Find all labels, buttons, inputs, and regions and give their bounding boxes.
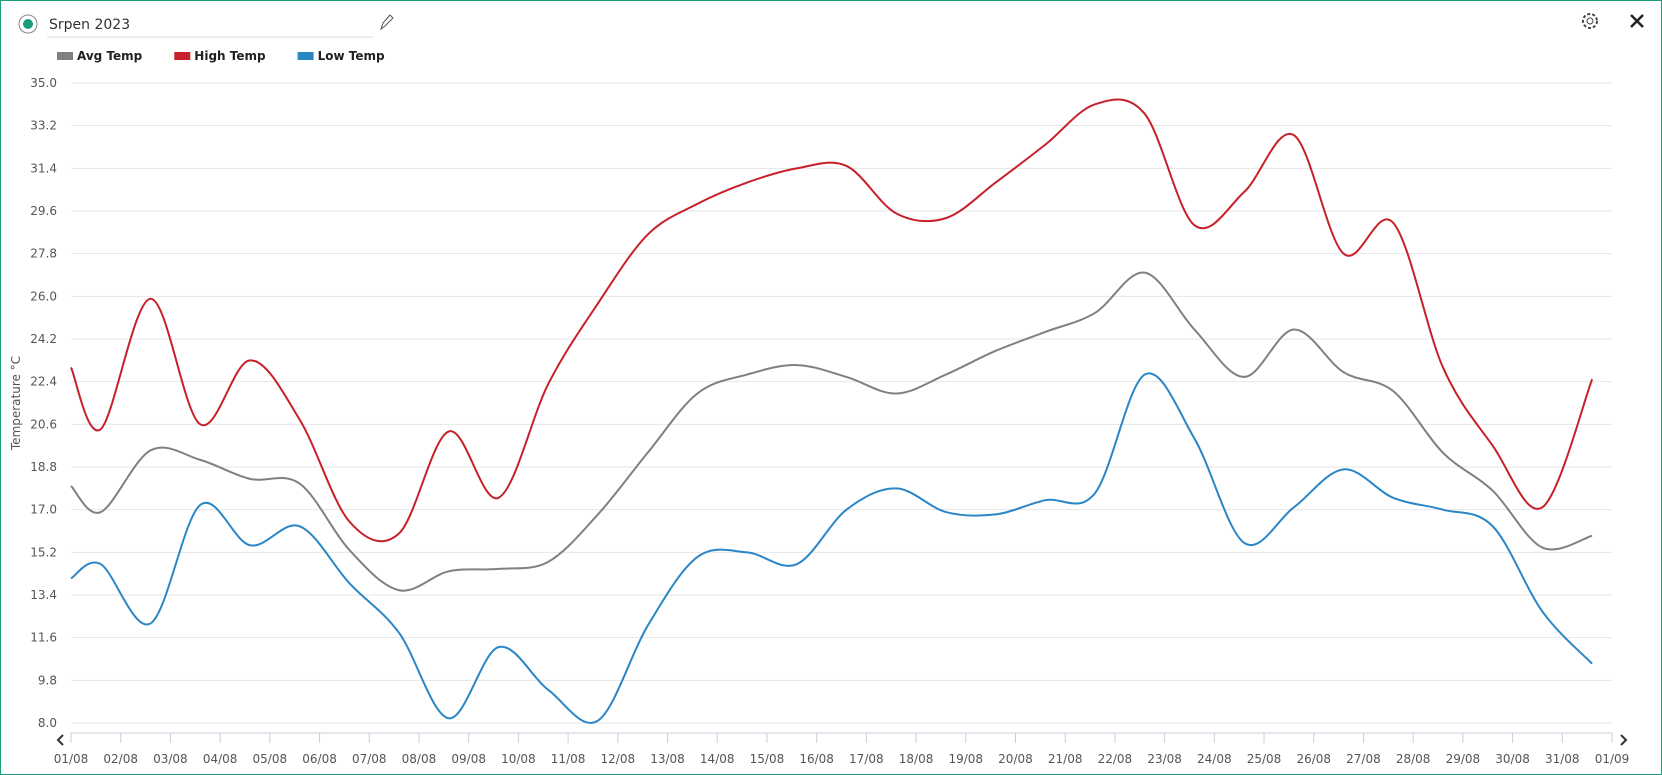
legend-swatch	[57, 52, 73, 60]
x-tick-label: 17/08	[849, 752, 884, 766]
x-tick-label: 16/08	[799, 752, 834, 766]
status-ring	[18, 14, 38, 34]
x-tick-label: 24/08	[1197, 752, 1232, 766]
x-tick-label: 21/08	[1048, 752, 1083, 766]
x-tick-label: 09/08	[451, 752, 486, 766]
x-tick-label: 25/08	[1247, 752, 1282, 766]
x-tick-label: 01/09	[1595, 752, 1630, 766]
x-tick-label: 29/08	[1446, 752, 1481, 766]
x-tick-label: 20/08	[998, 752, 1033, 766]
line-series	[70, 372, 1593, 724]
x-tick-label: 13/08	[650, 752, 685, 766]
x-tick-label: 03/08	[153, 752, 188, 766]
y-axis-label: Temperature °C	[9, 356, 23, 451]
next-arrow[interactable]	[1620, 734, 1628, 746]
settings-icon[interactable]	[1582, 13, 1598, 29]
legend-label[interactable]: Avg Temp	[77, 49, 143, 63]
legend-label[interactable]: High Temp	[194, 49, 266, 63]
x-tick-label: 12/08	[601, 752, 636, 766]
x-tick-label: 27/08	[1346, 752, 1381, 766]
y-tick-label: 8.0	[38, 716, 57, 730]
x-tick-label: 07/08	[352, 752, 387, 766]
x-tick-label: 30/08	[1495, 752, 1530, 766]
x-tick-label: 14/08	[700, 752, 735, 766]
legend-label[interactable]: Low Temp	[318, 49, 385, 63]
edit-icon[interactable]	[380, 14, 394, 31]
x-tick-label: 10/08	[501, 752, 536, 766]
x-tick-label: 26/08	[1296, 752, 1331, 766]
x-tick-label: 22/08	[1098, 752, 1133, 766]
x-tick-label: 28/08	[1396, 752, 1431, 766]
status-dot	[23, 19, 33, 29]
settings-icon-center	[1586, 17, 1594, 25]
y-tick-label: 26.0	[30, 289, 57, 303]
y-tick-label: 29.6	[30, 204, 57, 218]
y-tick-label: 18.8	[30, 460, 57, 474]
y-tick-label: 13.4	[30, 588, 57, 602]
y-tick-label: 11.6	[30, 631, 57, 645]
y-tick-label: 27.8	[30, 247, 57, 261]
close-icon[interactable]	[1630, 14, 1644, 28]
y-tick-label: 9.8	[38, 673, 57, 687]
x-tick-label: 18/08	[899, 752, 934, 766]
x-tick-label: 08/08	[402, 752, 437, 766]
x-tick-label: 15/08	[750, 752, 785, 766]
x-tick-label: 23/08	[1147, 752, 1182, 766]
legend-swatch	[297, 52, 314, 60]
x-tick-label: 02/08	[103, 752, 138, 766]
chart-title[interactable]: Srpen 2023	[49, 17, 130, 33]
y-tick-label: 17.0	[30, 503, 57, 517]
x-tick-label: 19/08	[948, 752, 983, 766]
x-tick-label: 11/08	[551, 752, 586, 766]
x-tick-label: 04/08	[203, 752, 238, 766]
line-series	[70, 271, 1593, 592]
line-series	[70, 98, 1594, 543]
x-tick-label: 05/08	[253, 752, 288, 766]
y-tick-label: 33.2	[30, 119, 57, 133]
x-tick-label: 01/08	[54, 752, 89, 766]
prev-arrow[interactable]	[56, 734, 64, 746]
y-tick-label: 24.2	[30, 332, 57, 346]
x-tick-label: 31/08	[1545, 752, 1580, 766]
x-tick-label: 06/08	[302, 752, 337, 766]
y-tick-label: 35.0	[30, 76, 57, 90]
y-tick-label: 15.2	[30, 545, 57, 559]
y-tick-label: 20.6	[30, 417, 57, 431]
y-tick-label: 31.4	[30, 161, 57, 175]
legend-swatch	[174, 52, 191, 60]
y-tick-label: 22.4	[30, 375, 57, 389]
